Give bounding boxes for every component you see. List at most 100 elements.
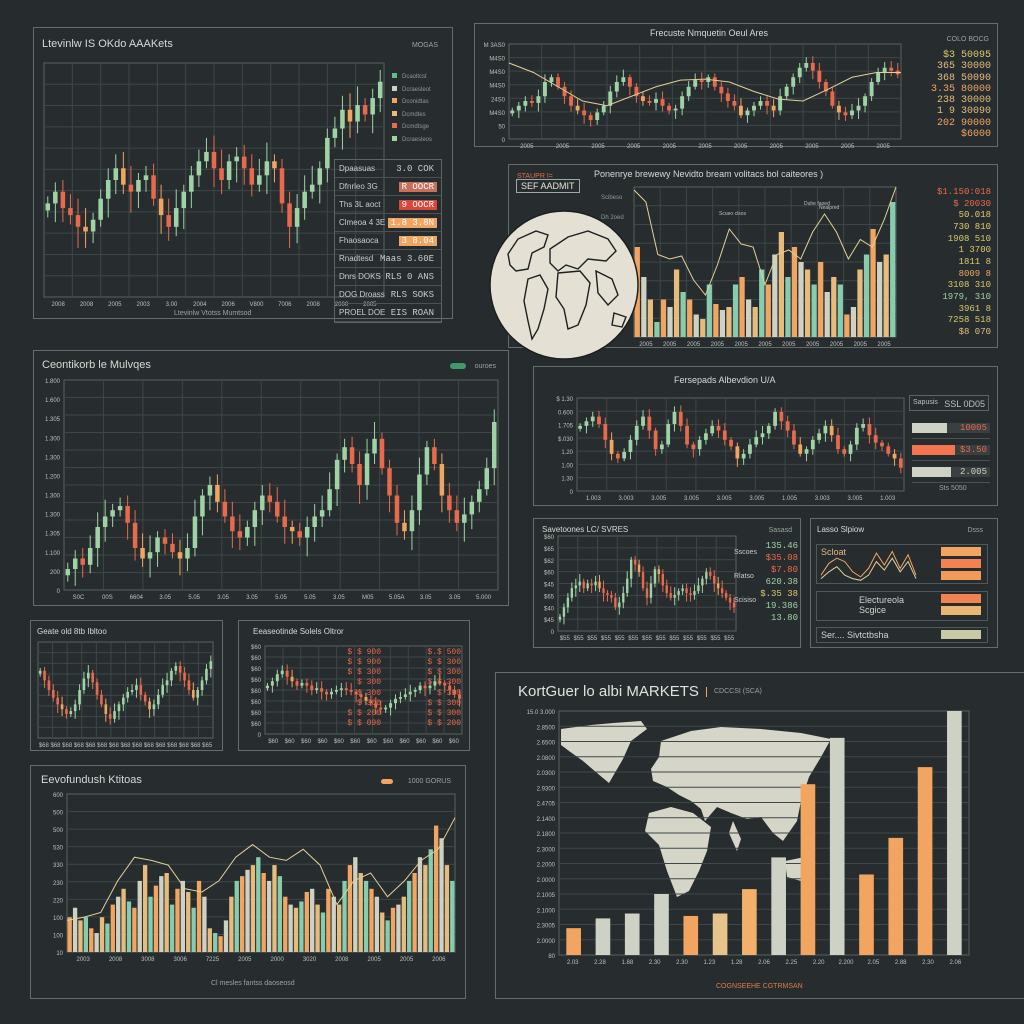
y-tick-label: 1.300 (45, 494, 61, 500)
candlestick-chart[interactable]: $60$65$62$60$45$65$40$450$55 $55 $55 $55 $55… (544, 535, 737, 642)
candlestick-chart[interactable]: 2008 2008 2005 2003 3.00 2004 2006 V800 7006 2008… (43, 62, 385, 308)
bar-line-chart[interactable]: 2005 2005 2005 2005 2005 2005 2005 2005 2005 2005… (633, 186, 897, 348)
bar (829, 737, 845, 955)
side-bars: 10005 $3.50 2.005 (912, 417, 990, 483)
value-item: $.35 38 (760, 589, 798, 599)
bar (180, 880, 186, 952)
bar (624, 913, 640, 955)
chart-title: Ltevinlw IS OKdo AAAKets (42, 38, 173, 50)
candle-body (113, 168, 119, 180)
line-chart[interactable] (820, 548, 917, 582)
candle-body (603, 424, 608, 440)
trend-line (66, 817, 456, 921)
bar (272, 865, 277, 952)
row-value: R OOCR (398, 181, 437, 192)
value-item: $6000 (960, 128, 991, 140)
label-list: Sscoes Rlatso Scisiso (734, 549, 757, 604)
value-item: $ $ 900 (347, 648, 381, 657)
bar (850, 307, 857, 337)
x-tick-label: 2005 (520, 144, 534, 150)
x-tick-label: $68 (132, 743, 143, 749)
legend-item: Dcaoltcst (392, 73, 442, 80)
candle-body (226, 161, 232, 180)
x-tick-label: 5.000 (476, 595, 492, 601)
bar-chart[interactable]: 15.0 3.000 2.8500 2.6500 2.0800 2.0300 2.9300… (527, 710, 970, 966)
y-tick-label: 100 (53, 933, 64, 939)
candle-body (661, 574, 665, 586)
candle-body (719, 86, 724, 94)
chart-caption: Ltevinlw Vtotss Mumtsod (174, 310, 252, 317)
candle-body (575, 105, 580, 111)
bar (288, 904, 293, 952)
grid (63, 379, 499, 591)
candle-body (327, 489, 332, 511)
candle-body (100, 694, 103, 705)
candle-body (843, 112, 848, 116)
bar (363, 880, 369, 952)
candle-body (304, 527, 310, 538)
bar (299, 901, 304, 952)
candle-body (147, 552, 153, 559)
candle-body (330, 691, 333, 695)
candlestick-chart[interactable]: $ 1.30 0.600 1.705 $.030 1.20 1.00 1.30 0 1.003 3… (556, 397, 905, 502)
candle-body (315, 688, 319, 690)
panel-candlestick-large: Ceontikorb le Mulvqes ouroes 1.800 1.600 1… (33, 350, 509, 606)
bar (326, 888, 331, 952)
x-tick-label: 3.05 (333, 595, 345, 601)
candle-body (665, 585, 668, 593)
row-label: Ser.... Sivtctbsha (821, 630, 889, 640)
candle-body (590, 416, 595, 422)
candle-body (364, 697, 368, 701)
candle-body (73, 704, 77, 712)
bar (859, 874, 874, 955)
bar (137, 880, 142, 952)
value-item: 620.38 (765, 577, 798, 587)
legend-label: Dcmdtes (402, 111, 426, 118)
bar-line-chart[interactable]: 600 500 500 530 330 230 220 100 100 10 2003 2008 300… (53, 793, 456, 963)
candle-body (95, 527, 100, 548)
candlestick-chart[interactable]: $68 $68 $68 $68 $68 $68 $68 $68 $68 $68 $68 $68 $68 $… (37, 641, 214, 749)
candle-body (280, 670, 284, 675)
bar (831, 277, 837, 337)
bar (380, 912, 385, 952)
x-tick-label: $55 (574, 636, 585, 642)
x-tick-label: 2000 (270, 957, 284, 963)
candle-body (804, 449, 809, 454)
candle-body (672, 411, 677, 425)
candle-body (645, 588, 649, 598)
row-label: Rnadtesd (339, 254, 374, 263)
badge[interactable]: SEF AADMIT (516, 179, 580, 193)
candle-body (139, 685, 143, 695)
candle-body (370, 98, 375, 115)
y-tick-label: 2.0000 (537, 878, 556, 884)
bar (186, 891, 191, 952)
legend-swatch-icon (392, 123, 397, 129)
x-tick-label: $68 (120, 743, 131, 749)
value-item: $ 300 (436, 688, 461, 698)
x-tick-label: 3.005 (684, 496, 700, 502)
world-map-icon (561, 721, 831, 897)
candle-body (536, 96, 541, 103)
candlestick-chart[interactable]: M 3AS0 M4S0 M4S0 M4S0 24S0 M4S0 50 0 2005 2005 200… (484, 43, 902, 150)
bar (126, 901, 132, 952)
x-tick-label: 2005 (711, 342, 725, 348)
bar (245, 869, 250, 952)
x-tick-label: 2006 (432, 957, 446, 963)
x-tick-label: 5.05A (389, 595, 405, 601)
candle-body (424, 447, 430, 475)
candle-body (556, 77, 560, 87)
bar (261, 873, 266, 952)
candlestick-chart[interactable]: 1.800 1.600 1.305 1.300 1.300 1.200 1.300 1.300… (45, 379, 499, 601)
candle-body (369, 700, 373, 704)
candle-body (192, 690, 195, 698)
x-tick-label: 1.28 (731, 960, 743, 966)
plot-frame (576, 397, 905, 492)
candle-body (448, 685, 452, 690)
sparkline-box: Scloat (816, 544, 988, 584)
candlestick-chart[interactable]: $60 $60 $60 $60 $60 $60 $60 $60 0 $60 $60 $60 $60 $60… (251, 645, 463, 745)
candle-body (413, 690, 417, 692)
x-tick-label: 2.25 (785, 960, 797, 966)
candle-body (724, 593, 728, 598)
level-bar (941, 630, 981, 639)
candle-body (582, 110, 587, 116)
